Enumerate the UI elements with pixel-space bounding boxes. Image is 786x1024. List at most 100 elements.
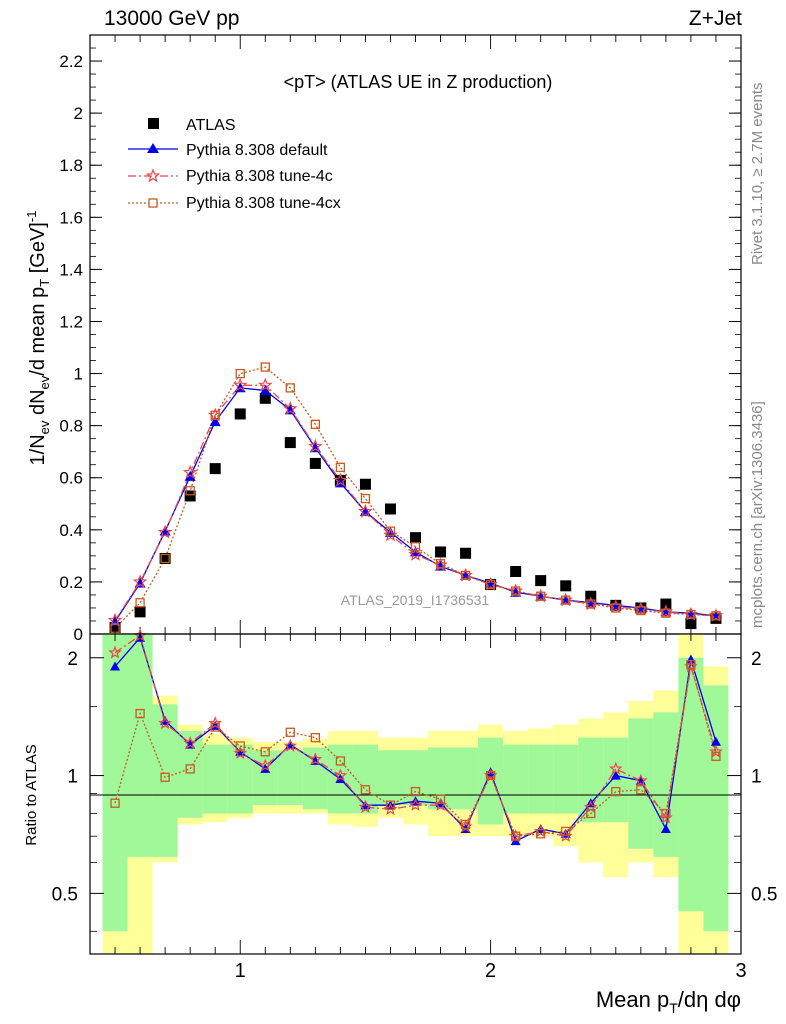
- ratio-point-default: [660, 824, 671, 834]
- legend-marker-default: [147, 143, 159, 153]
- ratio-point-tune4c: [358, 800, 373, 814]
- ratio-point-tune4c: [233, 746, 248, 759]
- data-point-tune4c: [107, 612, 123, 627]
- y-tick-label: 0.4: [59, 521, 83, 540]
- ratio-point-tune4cx: [410, 786, 421, 797]
- y-tick-label: 2.2: [59, 52, 83, 71]
- data-point-tune4cx: [561, 595, 571, 605]
- band-inner-bin: [553, 744, 579, 814]
- data-point-tune4c: [308, 438, 323, 453]
- band-inner-bin: [202, 744, 228, 814]
- ratio-point-tune4c: [158, 716, 172, 730]
- chart-title: <pT> (ATLAS UE in Z production): [284, 72, 553, 92]
- x-axis-label: Mean pT/dη dφ: [596, 987, 741, 1016]
- band-inner-bin: [678, 657, 704, 912]
- ratio-point-tune4cx: [561, 826, 571, 837]
- data-point-default: [384, 526, 396, 537]
- data-point-tune4cx: [711, 611, 721, 621]
- main-plot-panel: 0 0.2 0.4 0.6 0.8 1 1.2 1.4 1.6 1.8 2 2.2 <pT> (ATL…: [24, 34, 742, 644]
- data-point-tune4cx: [586, 599, 596, 609]
- data-point-atlas: [359, 478, 371, 490]
- header-right: Z+Jet: [689, 7, 742, 30]
- header-left: 13000 GeV pp: [104, 7, 239, 30]
- ratio-y-tick-label-right: 1: [751, 767, 762, 788]
- data-point-atlas: [460, 547, 472, 559]
- ratio-point-tune4c: [333, 768, 348, 782]
- y-tick-label: 0.6: [59, 469, 83, 488]
- band-inner-bin: [528, 744, 554, 814]
- ratio-point-tune4cx: [460, 819, 471, 830]
- data-point-tune4c: [358, 503, 373, 518]
- data-point-tune4cx: [410, 542, 421, 552]
- data-point-atlas: [585, 590, 597, 602]
- data-point-default: [184, 470, 196, 481]
- data-point-atlas: [435, 546, 447, 558]
- data-point-tune4cx: [435, 559, 446, 569]
- ratio-point-tune4cx: [661, 808, 671, 819]
- legend-item-tune4c: Pythia 8.308 tune-4c: [128, 168, 333, 185]
- data-point-tune4c: [258, 377, 273, 392]
- data-point-tune4cx: [235, 368, 245, 379]
- ratio-point-tune4cx: [586, 808, 596, 819]
- data-point-tune4cx: [385, 526, 396, 536]
- data-point-tune4c: [182, 464, 198, 479]
- ratio-bands: [102, 634, 729, 954]
- data-point-atlas: [259, 392, 271, 404]
- ratio-point-tune4cx: [711, 751, 721, 761]
- ratio-point-default: [535, 824, 546, 834]
- y-tick-label: 1: [74, 365, 83, 384]
- ratio-point-default: [610, 770, 621, 780]
- legend-marker-tune4c: [145, 168, 161, 183]
- legend-label-tune4cx: Pythia 8.308 tune-4cx: [186, 195, 341, 212]
- data-point-atlas: [209, 463, 221, 475]
- legend-label-tune4c: Pythia 8.308 tune-4c: [186, 168, 333, 185]
- data-point-tune4cx: [310, 419, 320, 430]
- side-text-bottom: mcplots.cern.ch [arXiv:1306.3436]: [749, 401, 766, 628]
- legend-label-atlas: ATLAS: [186, 117, 236, 134]
- ratio-point-tune4cx: [636, 785, 646, 795]
- ratio-point-tune4c: [408, 798, 423, 811]
- side-text-top: Rivet 3.1.10, ≥ 2.7M events: [749, 83, 766, 266]
- data-point-default: [259, 384, 271, 395]
- data-point-tune4cx: [636, 605, 646, 616]
- ratio-point-tune4cx: [385, 800, 396, 810]
- data-point-tune4cx: [210, 410, 220, 420]
- data-point-tune4cx: [460, 570, 471, 581]
- legend-label-default: Pythia 8.308 default: [186, 142, 328, 159]
- ratio-point-tune4cx: [160, 772, 170, 782]
- ratio-point-tune4c: [609, 761, 623, 775]
- band-inner-bin: [377, 750, 403, 806]
- y-tick-label: 1.6: [59, 208, 83, 227]
- data-point-tune4cx: [686, 609, 696, 620]
- x-tick-label: 3: [735, 960, 746, 982]
- data-point-default: [209, 416, 221, 427]
- ratio-point-tune4cx: [185, 764, 195, 774]
- data-point-tune4cx: [511, 586, 521, 596]
- ratio-point-tune4c: [283, 738, 298, 752]
- band-inner-bin: [478, 737, 504, 825]
- ratio-point-tune4cx: [235, 741, 245, 751]
- y-tick-label: 1.8: [59, 156, 83, 175]
- ratio-point-tune4cx: [210, 722, 220, 732]
- legend-item-default: Pythia 8.308 default: [128, 142, 328, 159]
- y-tick-label: 0.8: [59, 417, 83, 436]
- ratio-point-default: [160, 715, 171, 725]
- data-point-atlas: [284, 437, 296, 449]
- band-inner-bin: [653, 712, 679, 857]
- data-point-atlas: [660, 598, 672, 610]
- ratio-y-tick-label: 0.5: [52, 884, 78, 905]
- data-point-tune4cx: [285, 383, 295, 393]
- band-inner-bin: [578, 737, 604, 823]
- watermark-label: ATLAS_2019_I1736531: [341, 592, 490, 608]
- y-tick-label: 1.4: [59, 260, 83, 279]
- data-point-atlas: [184, 490, 196, 502]
- ratio-point-tune4c: [258, 758, 273, 772]
- ratio-series: [108, 628, 723, 846]
- ratio-point-tune4cx: [435, 794, 446, 804]
- legend-item-tune4cx: Pythia 8.308 tune-4cx: [128, 195, 341, 212]
- ratio-point-tune4cx: [360, 785, 371, 795]
- band-inner-bin: [252, 750, 278, 806]
- data-point-atlas: [685, 618, 697, 630]
- data-point-tune4cx: [611, 603, 621, 613]
- ratio-point-tune4c: [634, 773, 648, 787]
